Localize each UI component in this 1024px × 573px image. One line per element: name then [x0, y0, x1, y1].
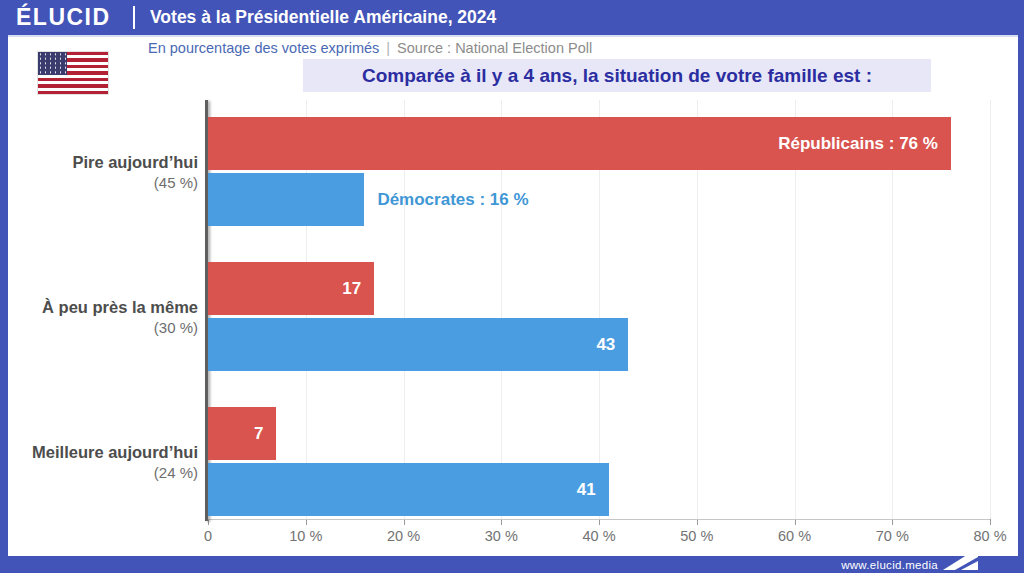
header-divider	[133, 6, 135, 29]
bar-republicans-1: 17	[208, 262, 374, 315]
x-tick-label-10: 10 %	[271, 528, 341, 544]
category-label-0: Pire aujourd’hui (45 %)	[8, 117, 198, 226]
units-note: En pourcentage des votes exprimés	[148, 40, 379, 56]
elucid-logo: ÉLUCID	[16, 4, 133, 31]
x-tick-label-20: 20 %	[369, 528, 439, 544]
category-name: Meilleure aujourd’hui	[32, 443, 198, 462]
bar-value-label: 43	[208, 318, 628, 371]
category-name: Pire aujourd’hui	[72, 153, 198, 172]
subheader: En pourcentage des votes exprimés | Source…	[148, 40, 592, 56]
frame-border-left	[0, 0, 8, 573]
chart-title-banner: Comparée à il y a 4 ans, la situation de…	[303, 59, 931, 92]
bar-value-label: Républicains : 76 %	[208, 117, 951, 170]
category-share: (24 %)	[154, 464, 198, 481]
bar-democrats-1: 43	[208, 318, 628, 371]
infographic: ÉLUCID Votes à la Présidentielle América…	[0, 0, 1024, 573]
x-tick-label-70: 70 %	[857, 528, 927, 544]
category-name: À peu près la même	[42, 298, 198, 317]
source-label: Source : National Election Poll	[397, 40, 592, 56]
us-flag-canton	[38, 52, 67, 75]
gridline-80	[990, 100, 991, 519]
x-tick-label-80: 80 %	[955, 528, 1024, 544]
plot-area: 010 %20 %30 %40 %50 %60 %70 %80 %Républi…	[208, 100, 990, 519]
category-label-2: Meilleure aujourd’hui (24 %)	[8, 407, 198, 516]
bar-value-label: 41	[208, 463, 609, 516]
footer-bar: www.elucid.media	[0, 556, 1024, 573]
frame-border-right	[1018, 0, 1024, 573]
category-labels: Pire aujourd’hui (45 %) À peu près la même…	[8, 100, 198, 519]
x-tick-label-0: 0	[173, 528, 243, 544]
us-flag-icon	[38, 52, 108, 94]
bar-value-label: 17	[208, 262, 374, 315]
subheader-separator: |	[386, 40, 390, 56]
bar-democrats-2: 41	[208, 463, 609, 516]
bar-value-label: Démocrates : 16 %	[377, 190, 528, 210]
x-axis-line	[208, 519, 990, 520]
x-tick-label-40: 40 %	[564, 528, 634, 544]
bar-republicans-0: Républicains : 76 %	[208, 117, 951, 170]
x-tick-label-30: 30 %	[466, 528, 536, 544]
x-tick-80	[990, 519, 991, 525]
page-title: Votes à la Présidentielle Américaine, 20…	[150, 7, 496, 28]
x-tick-label-50: 50 %	[662, 528, 732, 544]
bar-democrats-0	[208, 173, 364, 226]
elucid-arrow-icon	[942, 546, 980, 572]
header-bar: ÉLUCID Votes à la Présidentielle América…	[0, 0, 1024, 35]
x-tick-label-60: 60 %	[760, 528, 830, 544]
footer-url: www.elucid.media	[841, 559, 938, 571]
category-label-1: À peu près la même (30 %)	[8, 262, 198, 371]
bar-republicans-2: 7	[208, 407, 276, 460]
bar-value-label: 7	[208, 407, 276, 460]
category-share: (30 %)	[154, 319, 198, 336]
category-share: (45 %)	[154, 174, 198, 191]
